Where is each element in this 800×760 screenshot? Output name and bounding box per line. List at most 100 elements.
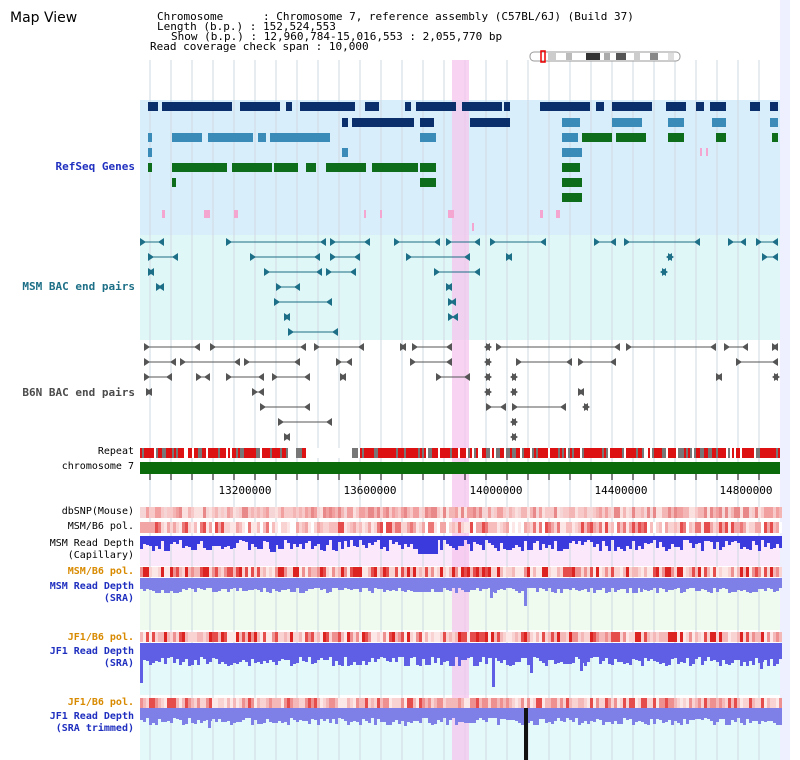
polymorphism-cell bbox=[245, 567, 248, 577]
polymorphism-cell bbox=[266, 507, 269, 518]
bac-end-right bbox=[332, 328, 338, 336]
polymorphism-cell bbox=[692, 567, 695, 577]
polymorphism-cell bbox=[248, 567, 251, 577]
read-depth-bar bbox=[737, 536, 740, 543]
polymorphism-cell bbox=[662, 698, 665, 708]
repeat-segment bbox=[388, 448, 390, 458]
read-depth-bar bbox=[326, 708, 329, 719]
polymorphism-cell bbox=[332, 632, 335, 642]
polymorphism-cell bbox=[158, 698, 161, 708]
read-depth-bar bbox=[167, 578, 170, 593]
read-depth-bar bbox=[548, 578, 551, 588]
polymorphism-cell bbox=[761, 698, 764, 708]
polymorphism-cell bbox=[512, 507, 515, 518]
polymorphism-cell bbox=[374, 507, 377, 518]
read-depth-bar bbox=[623, 708, 626, 718]
polymorphism-cell bbox=[584, 698, 587, 708]
read-depth-bar bbox=[578, 578, 581, 591]
repeat-segment bbox=[456, 448, 458, 458]
polymorphism-cell bbox=[635, 507, 638, 518]
polymorphism-cell bbox=[734, 522, 737, 533]
polymorphism-cell bbox=[554, 522, 557, 533]
read-depth-bar bbox=[410, 643, 413, 658]
repeat-segment bbox=[366, 448, 368, 458]
polymorphism-cell bbox=[452, 522, 455, 533]
polymorphism-cell bbox=[380, 632, 383, 642]
polymorphism-cell bbox=[779, 522, 782, 533]
msm-depth-cap-label-1: MSM Read Depth bbox=[49, 538, 134, 549]
read-depth-bar bbox=[212, 536, 215, 546]
read-depth-bar bbox=[734, 708, 737, 722]
polymorphism-cell bbox=[296, 632, 299, 642]
repeat-segment bbox=[672, 448, 674, 458]
bac-end-right bbox=[582, 403, 588, 411]
read-depth-bar bbox=[620, 578, 623, 589]
read-depth-bar bbox=[464, 536, 467, 540]
read-depth-bar bbox=[179, 643, 182, 665]
polymorphism-cell bbox=[353, 567, 356, 577]
read-depth-spike bbox=[524, 708, 528, 760]
polymorphism-cell bbox=[188, 522, 191, 533]
read-depth-bar bbox=[188, 643, 191, 666]
read-depth-bar bbox=[509, 536, 512, 550]
polymorphism-cell bbox=[533, 632, 536, 642]
read-depth-bar bbox=[605, 643, 608, 658]
read-depth-bar bbox=[173, 708, 176, 718]
polymorphism-cell bbox=[170, 507, 173, 518]
read-depth-bar bbox=[617, 708, 620, 724]
bac-end-right bbox=[172, 253, 178, 261]
polymorphism-cell bbox=[668, 522, 671, 533]
read-depth-bar bbox=[683, 578, 686, 592]
read-depth-bar bbox=[413, 643, 416, 657]
read-depth-bar bbox=[578, 643, 581, 659]
polymorphism-cell bbox=[191, 507, 194, 518]
polymorphism-cell bbox=[266, 567, 269, 577]
polymorphism-cell bbox=[413, 698, 416, 708]
read-depth-bar bbox=[599, 643, 602, 664]
repeat-segment bbox=[694, 448, 696, 458]
polymorphism-cell bbox=[479, 698, 482, 708]
read-depth-bar bbox=[368, 643, 371, 662]
jf1-depth-trim-label-2: (SRA trimmed) bbox=[55, 723, 134, 734]
polymorphism-cell bbox=[593, 507, 596, 518]
polymorphism-cell bbox=[353, 632, 356, 642]
read-depth-bar bbox=[206, 643, 209, 664]
polymorphism-cell bbox=[146, 632, 149, 642]
bac-end-left bbox=[144, 343, 150, 351]
polymorphism-cell bbox=[620, 507, 623, 518]
read-depth-bar bbox=[431, 708, 434, 725]
polymorphism-cell bbox=[419, 567, 422, 577]
repeat-segment bbox=[686, 448, 688, 458]
polymorphism-cell bbox=[650, 567, 653, 577]
read-depth-bar bbox=[275, 578, 278, 591]
polymorphism-cell bbox=[191, 632, 194, 642]
polymorphism-cell bbox=[212, 698, 215, 708]
read-depth-bar bbox=[410, 578, 413, 591]
chromosome-bar bbox=[140, 462, 780, 474]
read-depth-bar bbox=[581, 578, 584, 590]
polymorphism-cell bbox=[410, 567, 413, 577]
repeat-segment bbox=[508, 448, 510, 458]
polymorphism-cell bbox=[503, 632, 506, 642]
polymorphism-cell bbox=[638, 698, 641, 708]
read-depth-bar bbox=[428, 643, 431, 665]
polymorphism-cell bbox=[608, 632, 611, 642]
read-depth-bar bbox=[665, 708, 668, 722]
polymorphism-cell bbox=[701, 567, 704, 577]
polymorphism-cell bbox=[569, 507, 572, 518]
polymorphism-cell bbox=[173, 507, 176, 518]
bac-end-left bbox=[512, 403, 518, 411]
polymorphism-cell bbox=[215, 698, 218, 708]
repeat-segment bbox=[704, 448, 706, 458]
polymorphism-cell bbox=[776, 632, 779, 642]
polymorphism-cell bbox=[362, 632, 365, 642]
read-depth-bar bbox=[293, 643, 296, 664]
repeat-segment bbox=[370, 448, 372, 458]
polymorphism-cell bbox=[284, 567, 287, 577]
read-depth-bar bbox=[182, 536, 185, 548]
repeat-segment bbox=[462, 448, 464, 458]
polymorphism-cell bbox=[239, 507, 242, 518]
polymorphism-cell bbox=[335, 567, 338, 577]
polymorphism-cell bbox=[548, 632, 551, 642]
